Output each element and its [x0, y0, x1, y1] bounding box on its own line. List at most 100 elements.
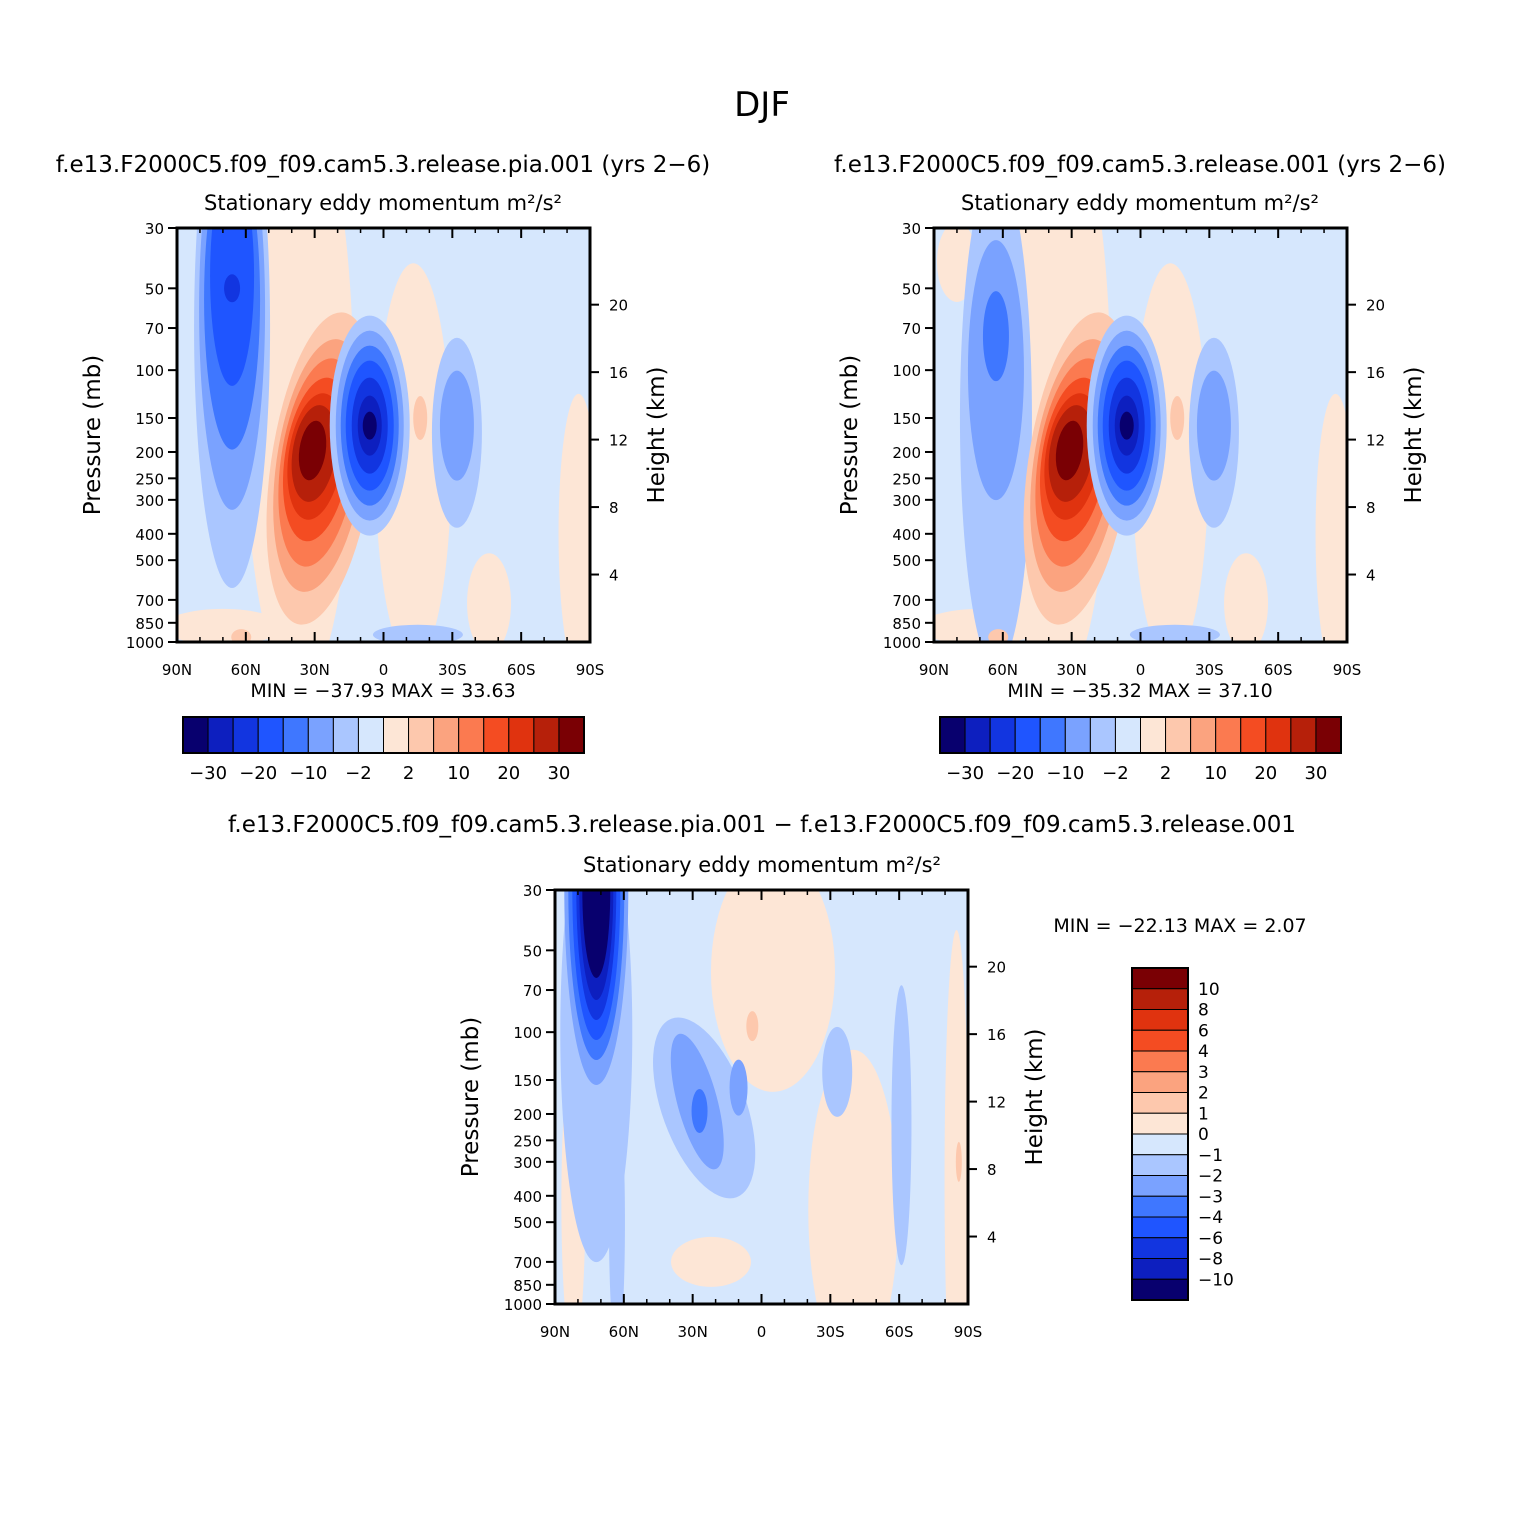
colorbar-label: 0	[1198, 1125, 1209, 1145]
colorbar-swatch	[1131, 1092, 1189, 1114]
colorbar-swatch	[1240, 716, 1267, 754]
weak-positive-region	[710, 890, 835, 1092]
colorbar-label: −10	[289, 763, 327, 784]
colorbar-label: −30	[946, 763, 984, 784]
pressure-tick-label: 200	[135, 444, 164, 462]
pressure-tick-label: 50	[145, 280, 164, 298]
height-tick-label: 20	[609, 297, 628, 315]
plot-area-right	[934, 228, 1347, 642]
page-title: DJF	[734, 85, 790, 125]
pressure-tick-label: 300	[513, 1154, 542, 1172]
ylabel-height-diff: Height (km)	[1022, 1028, 1048, 1165]
colorbar-swatch	[1131, 1071, 1189, 1093]
colorbar-label: 2	[1198, 1084, 1209, 1104]
colorbar-left: −30 −20 −10 −2 2 10 20 30	[182, 716, 585, 784]
lat-tick-label: 90S	[1333, 661, 1362, 679]
colorbar-swatch	[1190, 716, 1217, 754]
colorbar-swatch	[1064, 716, 1091, 754]
pressure-tick-label: 850	[513, 1277, 542, 1295]
colorbar-swatch	[282, 716, 309, 754]
colorbar-label: 4	[1198, 1042, 1209, 1062]
lat-tick-label: 30S	[438, 661, 467, 679]
pressure-tick-label: 70	[902, 320, 921, 338]
positive-spot	[746, 1011, 759, 1042]
lat-tick-label: 60N	[231, 661, 261, 679]
colorbar-swatch	[458, 716, 485, 754]
height-tick-label: 4	[987, 1229, 997, 1247]
colorbar-swatch	[1131, 1175, 1189, 1197]
height-tick-label: 8	[609, 499, 619, 517]
weak-positive-region	[808, 1049, 899, 1304]
colorbar-swatch	[1131, 1133, 1189, 1156]
colorbar-frame	[939, 716, 1342, 754]
pressure-tick-label: 1000	[883, 634, 921, 652]
colorbar-swatch	[307, 716, 334, 754]
pressure-tick-label: 150	[892, 410, 921, 428]
colorbar-swatch	[1265, 716, 1292, 754]
colorbar-swatch	[257, 716, 284, 754]
height-tick-label: 20	[987, 959, 1006, 977]
pressure-tick-label: 30	[523, 882, 542, 900]
sh-positive-spot	[413, 396, 428, 441]
lat-tick-label: 90N	[540, 1323, 570, 1341]
colorbar-swatch	[508, 716, 535, 754]
weak-positive-region	[944, 930, 968, 1304]
pressure-tick-label: 500	[135, 552, 164, 570]
low-negative-spot	[372, 624, 463, 642]
lat-tick-label: 90N	[162, 661, 192, 679]
height-tick-label: 4	[609, 567, 619, 585]
height-tick-label: 8	[987, 1161, 997, 1179]
pressure-tick-label: 30	[902, 220, 921, 238]
panel-right-case-title: f.e13.F2000C5.f09_f09.cam5.3.release.001…	[834, 152, 1446, 178]
height-tick-label: 12	[987, 1094, 1006, 1112]
ylabel-height-right: Height (km)	[1401, 366, 1427, 503]
colorbar-swatch	[1014, 716, 1041, 754]
colorbar-label: −10	[1198, 1270, 1234, 1290]
colorbar-swatch	[1131, 1050, 1189, 1073]
positive-core-contour	[1055, 420, 1084, 481]
pressure-tick-label: 850	[135, 615, 164, 633]
colorbar-label: −10	[1046, 763, 1084, 784]
colorbar-label: 30	[1304, 763, 1327, 784]
colorbar-swatch	[182, 716, 209, 754]
lat-tick-label: 60N	[988, 661, 1018, 679]
pressure-tick-label: 100	[892, 362, 921, 380]
sh-negative-region	[1196, 370, 1231, 481]
colorbar-swatch	[483, 716, 510, 754]
pressure-tick-label: 30	[145, 220, 164, 238]
height-tick-label: 8	[1366, 499, 1376, 517]
colorbar-swatch	[383, 716, 410, 754]
pressure-tick-label: 200	[892, 444, 921, 462]
stats-left: MIN = −37.93 MAX = 33.63	[250, 680, 515, 702]
height-tick-label: 12	[1366, 432, 1385, 450]
colorbar-label: −4	[1198, 1208, 1223, 1228]
sh-positive-spot	[1170, 396, 1185, 441]
weak-positive-region	[1315, 393, 1347, 642]
lat-tick-label: 90S	[954, 1323, 983, 1341]
colorbar-swatch	[1131, 1278, 1189, 1301]
colorbar-swatch	[1131, 1216, 1189, 1239]
pressure-tick-label: 1000	[126, 634, 164, 652]
lat-tick-label: 30S	[816, 1323, 845, 1341]
lat-tick-label: 90S	[576, 661, 605, 679]
colorbar-swatch	[1290, 716, 1317, 754]
weak-positive-region	[558, 393, 590, 642]
plot-area-diff	[555, 890, 968, 1304]
colorbar-label: 2	[1160, 763, 1171, 784]
ylabel-diff: Pressure (mb)	[458, 1017, 484, 1177]
pressure-tick-label: 300	[135, 492, 164, 510]
pressure-tick-label: 400	[892, 526, 921, 544]
colorbar-label: −3	[1198, 1187, 1223, 1207]
pressure-tick-label: 150	[135, 410, 164, 428]
weak-positive-region	[1224, 553, 1269, 642]
colorbar-label: 20	[497, 763, 520, 784]
pressure-tick-label: 250	[892, 470, 921, 488]
nh-negative-region	[982, 291, 1009, 382]
lat-tick-label: 60S	[507, 661, 536, 679]
colorbar-swatch	[1131, 1009, 1189, 1031]
colorbar-swatch	[533, 716, 560, 754]
negative-core-contour	[1119, 411, 1134, 440]
positive-spot	[955, 1141, 962, 1182]
pressure-tick-label: 700	[513, 1254, 542, 1272]
pressure-tick-label: 700	[892, 592, 921, 610]
